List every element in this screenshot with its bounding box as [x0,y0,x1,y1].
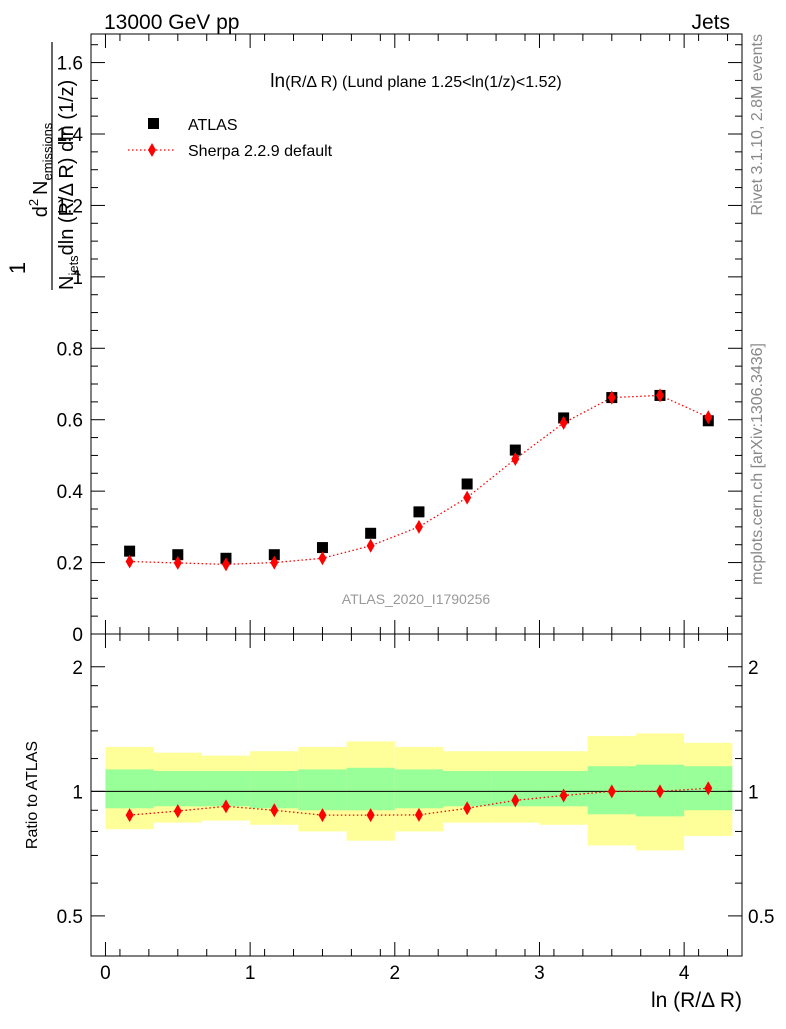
atlas-point [124,545,136,557]
ratio-ytick-label-left: 0.5 [57,907,83,928]
ratio-point [270,803,279,818]
ratio-band-inner [298,769,347,811]
ratio-point [221,799,230,814]
ratio-xtick-label: 0 [100,963,111,984]
ratio-xlabel: ln (R/Δ R) [651,989,742,1012]
main-ytick-label: 1.4 [57,125,84,146]
ratio-band-inner [153,770,202,807]
ratio-point [318,808,327,823]
atlas-point [461,478,473,490]
sherpa-point [704,410,713,425]
main-title: ln(R/Δ R) (Lund plane 1.25<ln(1/z)<1.52) [270,71,561,92]
legend-sherpa-label: Sherpa 2.2.9 default [188,143,333,160]
sherpa-point [173,555,182,570]
sherpa-point [511,452,520,466]
ratio-ytick-label-left: 1 [72,782,83,803]
atlas-point [268,549,280,561]
sherpa-point [270,555,279,570]
ratio-point [655,784,664,799]
sherpa-point [221,557,230,572]
ratio-xtick-label: 4 [679,963,690,984]
ratio-ytick-label-right: 1 [748,782,759,803]
legend-atlas-label: ATLAS [188,117,238,134]
ratio-ytick-label-right: 0.5 [748,907,774,928]
legend-sherpa-marker [148,143,156,157]
ratio-point [366,808,375,823]
sherpa-point [655,388,664,403]
mcplots-label: mcplots.cern.ch [arXiv:1306.3436] [749,343,766,585]
ratio-point [607,784,616,799]
atlas-point [413,506,425,518]
legend: ATLAS Sherpa 2.2.9 default [128,117,333,160]
ratio-ylabel: Ratio to ATLAS [24,741,41,849]
ratio-point [559,788,568,803]
legend-atlas-marker [148,118,159,129]
ratio-frame [90,633,743,957]
sherpa-point [463,490,472,505]
sherpa-point [366,538,375,553]
main-ytick-label: 1 [72,268,83,289]
ratio-band-inner [394,769,443,809]
ratio-point [173,804,182,819]
ratio-ytick-label-left: 2 [72,658,83,679]
atlas-point [509,444,521,456]
main-panel: 0 0.2 0.4 0.6 0.8 1 1.2 1.4 1.6 ln(R/Δ R) (Lund … [5,33,743,646]
header-right: Jets [691,11,730,34]
main-ytick-label: 0.2 [57,554,83,575]
main-ytick-label: 0 [72,625,83,646]
ratio-band-inner [346,767,395,811]
rivet-label: Rivet 3.1.10, 2.8M events [749,34,766,215]
ratio-band-inner [250,770,299,809]
main-ytick-label: 0.6 [57,411,83,432]
sherpa-point [125,554,134,569]
ratio-band-inner [105,769,154,809]
ratio-xtick-label: 3 [534,963,545,984]
ratio-point [414,807,423,822]
ratio-band-inner [442,770,492,807]
ratio-point [511,793,520,808]
ylabel-denominator: Njetsdln (R/Δ R) dln (1/z) [56,80,81,290]
main-ytick-label: 1.6 [57,54,83,75]
sherpa-point [559,415,568,430]
title-ln: ln [270,71,285,92]
atlas-point [172,549,184,561]
ratio-panel: 0.5 0.5 1 1 2 2 0 1 2 3 4 Ratio to ATLAS ln (R/Δ R… [24,633,774,1012]
ratio-xtick-label: 2 [390,963,401,984]
main-ytick-label: 0.4 [57,482,84,503]
atlas-point [316,542,328,554]
ratio-point [125,808,134,823]
title-rest: (R/Δ R) (Lund plane 1.25<ln(1/z)<1.52) [285,74,562,91]
sherpa-point [414,519,423,534]
atlas-point [365,527,377,539]
ylabel-numerator: 1 [5,262,30,274]
watermark: ATLAS_2020_I1790256 [342,591,491,607]
main-ytick-label: 0.8 [57,339,83,360]
main-ytick-label: 1.2 [57,196,83,217]
main-ylabel: d2Nemissions [26,122,55,217]
sherpa-point [607,390,616,405]
ratio-point [463,801,472,816]
sherpa-point [318,551,327,566]
sherpa-line [129,394,709,566]
ratio-xtick-label: 1 [245,963,256,984]
ratio-point [704,781,713,796]
ratio-ytick-label-right: 2 [748,658,759,679]
header-left: 13000 GeV pp [104,11,239,34]
